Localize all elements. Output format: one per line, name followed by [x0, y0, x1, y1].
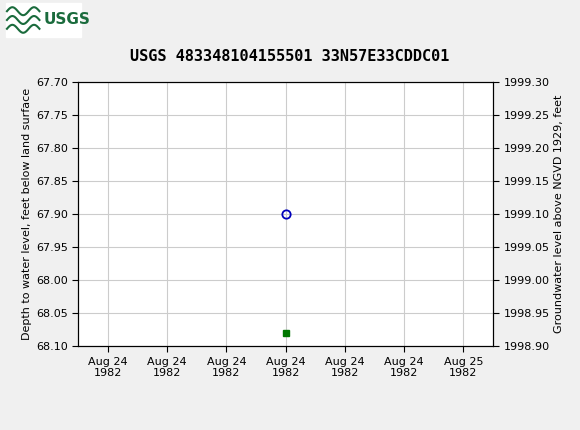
Text: USGS 483348104155501 33N57E33CDDC01: USGS 483348104155501 33N57E33CDDC01 [130, 49, 450, 64]
Text: USGS: USGS [44, 12, 90, 28]
FancyBboxPatch shape [6, 3, 81, 37]
Y-axis label: Depth to water level, feet below land surface: Depth to water level, feet below land su… [22, 88, 32, 340]
Y-axis label: Groundwater level above NGVD 1929, feet: Groundwater level above NGVD 1929, feet [554, 95, 564, 333]
